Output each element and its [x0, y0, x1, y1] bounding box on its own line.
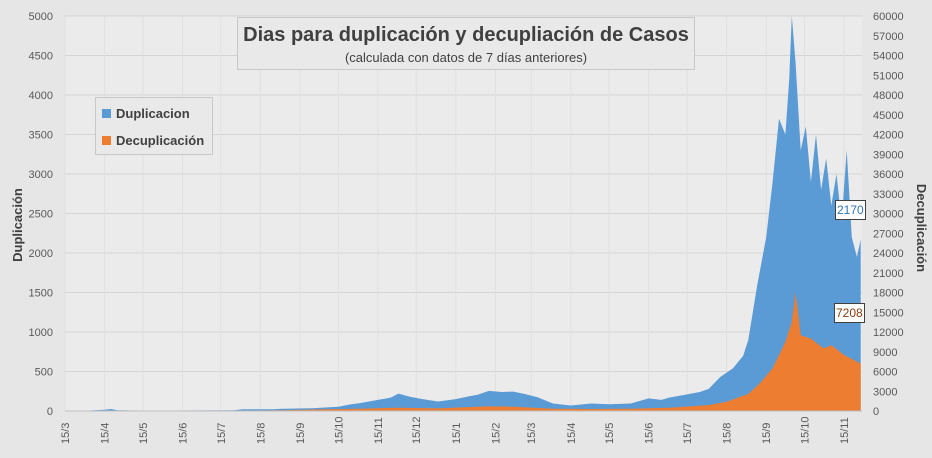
end-label-decuplicacion: 7208	[834, 303, 865, 323]
x-tick-label-2: 15/5	[138, 423, 150, 444]
y2-tick-label-19: 57000	[873, 31, 904, 43]
y-tick-label-8: 4000	[29, 90, 53, 102]
y2-tick-label-4: 12000	[873, 327, 904, 339]
y-tick-label-4: 2000	[29, 248, 53, 260]
x-tick-label-8: 15/11	[373, 417, 385, 444]
chart-title: Dias para duplicación y decupliación de …	[243, 24, 689, 46]
x-tick-label-19: 15/10	[800, 416, 812, 444]
y-tick-label-7: 3500	[29, 130, 53, 142]
y2-tick-label-20: 60000	[873, 11, 904, 23]
y2-tick-label-9: 27000	[873, 228, 904, 240]
x-tick-label-4: 15/7	[216, 423, 228, 444]
x-tick-label-1: 15/4	[100, 423, 112, 444]
x-tick-label-3: 15/6	[178, 423, 190, 444]
y2-tick-label-16: 48000	[873, 90, 904, 102]
y2-tick-label-18: 54000	[873, 51, 904, 63]
x-tick-label-10: 15/1	[451, 423, 463, 444]
y2-tick-label-17: 51000	[873, 70, 904, 82]
y2-tick-label-0: 0	[873, 406, 879, 418]
y-tick-label-0: 0	[47, 406, 53, 418]
y-tick-label-3: 1500	[29, 288, 53, 300]
x-tick-label-6: 15/9	[295, 423, 307, 444]
y2-tick-label-3: 9000	[873, 347, 897, 359]
y2-tick-label-6: 18000	[873, 288, 904, 300]
y-tick-label-2: 1000	[29, 327, 53, 339]
y2-tick-label-7: 21000	[873, 268, 904, 280]
y2-axis-title: Decuplicación	[914, 184, 929, 272]
y2-tick-label-5: 15000	[873, 307, 904, 319]
chart-subtitle: (calculada con datos de 7 días anteriore…	[344, 50, 588, 65]
x-tick-label-9: 15/12	[411, 416, 423, 444]
x-tick-label-17: 15/8	[722, 423, 734, 444]
x-tick-label-5: 15/8	[255, 423, 267, 444]
y2-tick-label-13: 39000	[873, 149, 904, 161]
y-tick-label-6: 3000	[29, 169, 53, 181]
chart-legend: Duplicacion Decuplicación	[95, 97, 213, 155]
legend-swatch-duplicacion	[102, 109, 111, 119]
y2-tick-label-15: 45000	[873, 110, 904, 122]
chart-title-box: Dias para duplicación y decupliación de …	[237, 17, 695, 70]
x-tick-label-0: 15/3	[60, 423, 72, 444]
y2-tick-label-8: 24000	[873, 248, 904, 260]
y-axis-title: Duplicación	[10, 188, 25, 262]
x-tick-label-14: 15/5	[604, 423, 616, 444]
y2-tick-label-11: 33000	[873, 189, 904, 201]
x-tick-label-15: 15/6	[644, 423, 656, 444]
end-label-duplicacion: 2170	[835, 200, 866, 220]
legend-item-decuplicacion: Decuplicación	[102, 133, 204, 149]
x-tick-label-12: 15/3	[526, 423, 538, 444]
x-tick-label-13: 15/4	[566, 423, 578, 444]
y2-tick-label-12: 36000	[873, 169, 904, 181]
legend-label-duplicacion: Duplicacion	[116, 106, 190, 121]
y-tick-label-9: 4500	[29, 51, 53, 63]
x-tick-label-7: 15/10	[333, 416, 345, 444]
legend-swatch-decuplicacion	[102, 136, 111, 146]
x-tick-label-11: 15/2	[490, 423, 502, 444]
y-tick-label-1: 500	[35, 367, 53, 379]
x-tick-label-20: 15/11	[839, 417, 851, 444]
y2-tick-label-1: 3000	[873, 386, 897, 398]
y2-tick-label-10: 30000	[873, 209, 904, 221]
y-tick-label-10: 5000	[29, 11, 53, 23]
legend-label-decuplicacion: Decuplicación	[116, 133, 205, 148]
y2-tick-label-2: 6000	[873, 367, 897, 379]
x-tick-label-16: 15/7	[682, 423, 694, 444]
y2-tick-label-14: 42000	[873, 130, 904, 142]
area-series-decuplicacion	[86, 292, 861, 411]
y-tick-label-5: 2500	[29, 209, 53, 221]
legend-item-duplicacion: Duplicacion	[102, 106, 190, 122]
x-tick-label-18: 15/9	[761, 423, 773, 444]
